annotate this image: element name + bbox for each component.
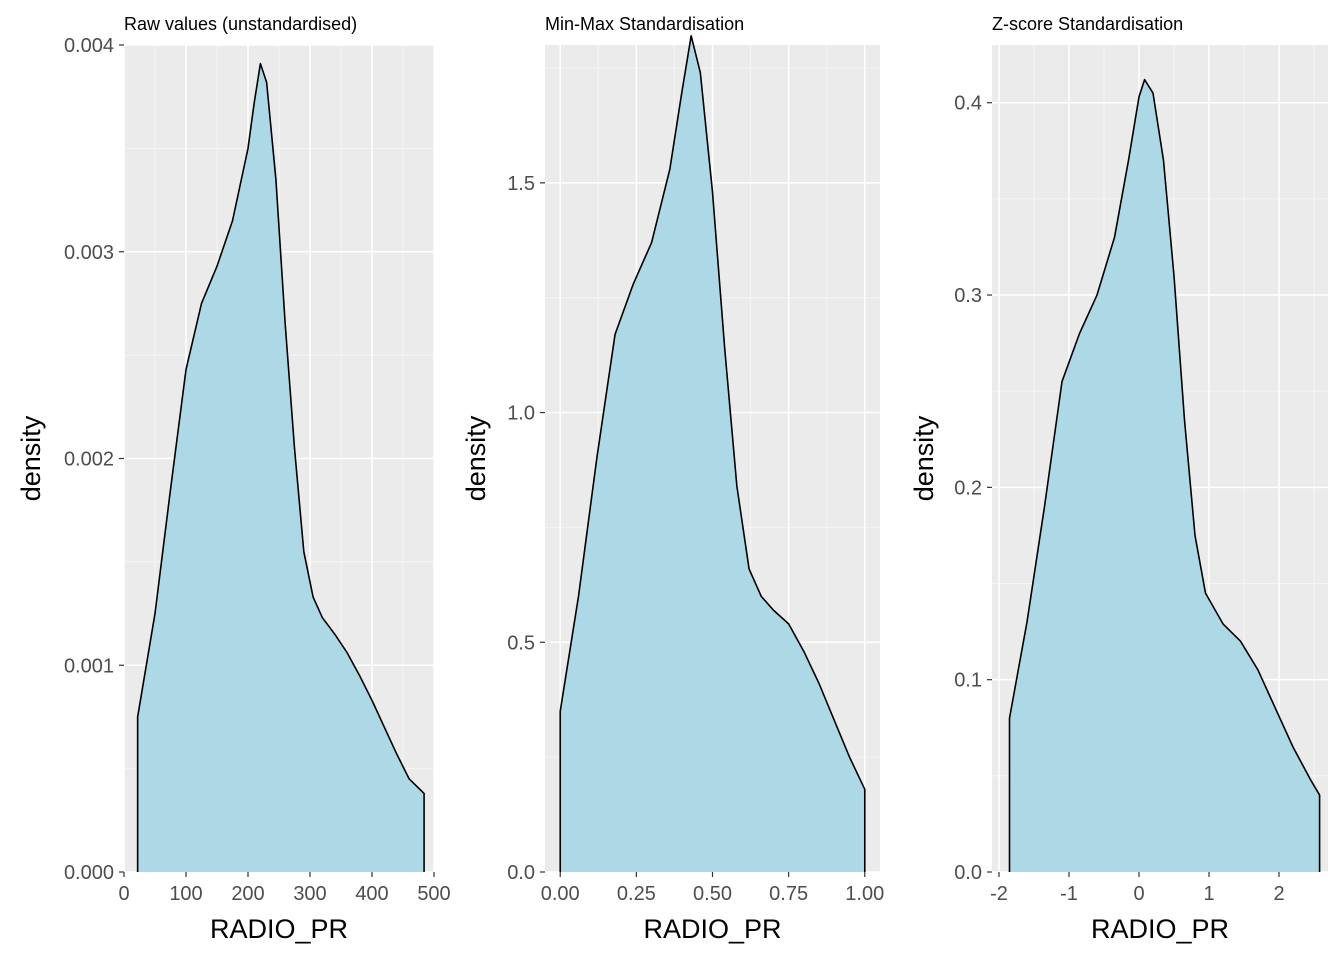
density-area bbox=[1009, 79, 1320, 873]
y-tick-label: 1.0 bbox=[507, 403, 535, 425]
y-tick-label: 0.5 bbox=[507, 632, 535, 654]
x-axis-title: RADIO_PR bbox=[643, 914, 781, 944]
density-line bbox=[1008, 78, 1321, 872]
y-tick-label: 0.2 bbox=[954, 477, 982, 499]
x-tick-label: 100 bbox=[169, 883, 202, 905]
x-axis-title: RADIO_PR bbox=[1091, 914, 1229, 944]
chart-panel-2: 0.00 0.25 0.50 0.75 1.00 0.0 0.5 1.0 1.5 Min-Max … bbox=[461, 14, 884, 944]
chart-panel-3: -2 -1 0 1 2 0.0 0.1 0.2 0.3 0.4 Z-score Standardis… bbox=[909, 14, 1328, 944]
density-area bbox=[137, 63, 425, 873]
x-tick-label: 0.00 bbox=[541, 883, 580, 905]
density-line bbox=[136, 62, 425, 872]
x-tick-label: 500 bbox=[417, 883, 450, 905]
x-tick-label: 400 bbox=[355, 883, 388, 905]
y-tick-label: 0.000 bbox=[64, 862, 114, 884]
chart-panel-1: 0 100 200 300 400 500 0.000 0.001 0.002 0.003 0.00… bbox=[16, 14, 451, 944]
x-tick-label: 0.50 bbox=[693, 883, 732, 905]
y-tick-label: 0.003 bbox=[64, 242, 114, 264]
y-tick-label: 0.0 bbox=[954, 862, 982, 884]
density-line bbox=[559, 35, 866, 872]
y-tick-label: 1.5 bbox=[507, 173, 535, 195]
x-tick-label: 1.00 bbox=[845, 883, 884, 905]
x-axis-title: RADIO_PR bbox=[210, 914, 348, 944]
x-tick-label: 200 bbox=[231, 883, 264, 905]
x-tick-label: -1 bbox=[1060, 883, 1078, 905]
y-axis-title: density bbox=[16, 415, 46, 501]
y-tick-label: 0.4 bbox=[954, 93, 982, 115]
density-area bbox=[560, 35, 865, 873]
x-tick-label: 300 bbox=[293, 883, 326, 905]
x-tick-label: 0 bbox=[118, 883, 129, 905]
y-tick-label: 0.002 bbox=[64, 449, 114, 471]
y-tick-label: 0.004 bbox=[64, 35, 114, 57]
y-tick-label: 0.3 bbox=[954, 285, 982, 307]
x-tick-label: 1 bbox=[1203, 883, 1214, 905]
panel-title: Z-score Standardisation bbox=[992, 14, 1183, 34]
x-tick-label: 0.75 bbox=[769, 883, 808, 905]
panel-title: Raw values (unstandardised) bbox=[124, 14, 357, 34]
y-tick-label: 0.0 bbox=[507, 862, 535, 884]
panel-title: Min-Max Standardisation bbox=[545, 14, 744, 34]
x-tick-label: 2 bbox=[1273, 883, 1284, 905]
y-tick-label: 0.001 bbox=[64, 655, 114, 677]
x-tick-label: 0 bbox=[1133, 883, 1144, 905]
y-axis-title: density bbox=[909, 415, 939, 501]
y-axis-title: density bbox=[461, 415, 491, 501]
y-tick-label: 0.1 bbox=[954, 670, 982, 692]
x-tick-label: -2 bbox=[990, 883, 1008, 905]
x-tick-label: 0.25 bbox=[617, 883, 656, 905]
